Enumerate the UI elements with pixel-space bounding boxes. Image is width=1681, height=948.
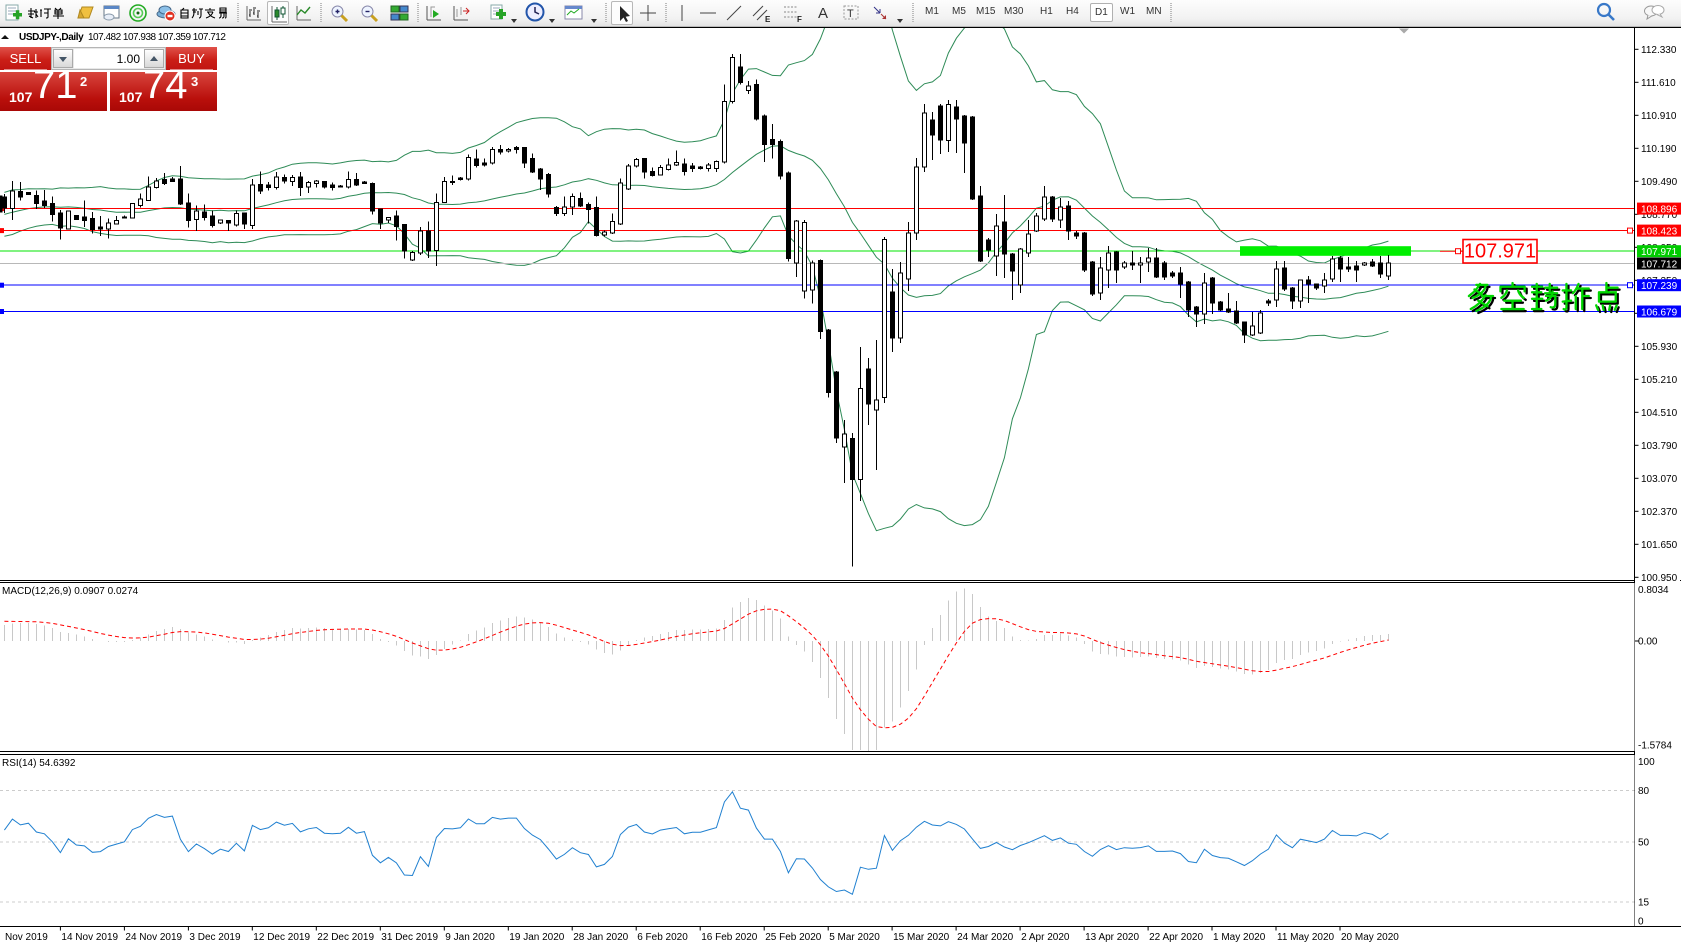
svg-text:31 Dec 2019: 31 Dec 2019 [381,932,438,943]
svg-text:15 Mar 2020: 15 Mar 2020 [893,932,950,943]
svg-text:108.423: 108.423 [1641,226,1678,237]
svg-text:15: 15 [1638,897,1650,908]
svg-text:RSI(14) 54.6392: RSI(14) 54.6392 [2,758,76,769]
svg-text:28 Jan 2020: 28 Jan 2020 [573,932,628,943]
svg-text:24 Nov 2019: 24 Nov 2019 [125,932,182,943]
svg-text:100: 100 [1638,757,1655,768]
svg-text:50: 50 [1638,837,1650,848]
svg-text:107.971: 107.971 [1464,241,1536,263]
svg-text:6 Feb 2020: 6 Feb 2020 [637,932,688,943]
svg-text:109.490: 109.490 [1641,177,1678,188]
svg-text:14 Nov 2019: 14 Nov 2019 [61,932,118,943]
svg-text:MACD(12,26,9) 0.0907 0.0274: MACD(12,26,9) 0.0907 0.0274 [2,586,139,597]
svg-text:107.712: 107.712 [1641,259,1678,270]
svg-text:101.650: 101.650 [1641,540,1678,551]
svg-text:9 Jan 2020: 9 Jan 2020 [445,932,495,943]
svg-text:105.930: 105.930 [1641,342,1678,353]
svg-text:F: F [797,15,802,24]
svg-text:108.770: 108.770 [1641,210,1678,221]
svg-text:111.610: 111.610 [1641,78,1676,89]
svg-text:E: E [765,15,771,24]
svg-text:0.8034: 0.8034 [1638,585,1669,596]
svg-text:A: A [818,5,828,22]
svg-text:112.330: 112.330 [1641,45,1677,56]
svg-text:T: T [847,8,854,20]
svg-text:22 Apr 2020: 22 Apr 2020 [1149,932,1203,943]
svg-text:0.00: 0.00 [1638,637,1658,648]
svg-text:-1.5784: -1.5784 [1638,741,1672,752]
svg-text:103.790: 103.790 [1641,441,1678,452]
svg-text:105.210: 105.210 [1641,375,1678,386]
svg-text:107.971: 107.971 [1641,247,1678,258]
svg-text:Nov 2019: Nov 2019 [5,932,48,943]
svg-text:24 Mar 2020: 24 Mar 2020 [957,932,1014,943]
svg-text:103.070: 103.070 [1641,474,1678,485]
svg-text:100.950: 100.950 [1641,573,1678,584]
svg-text:13 Apr 2020: 13 Apr 2020 [1085,932,1139,943]
svg-text:19 Jan 2020: 19 Jan 2020 [509,932,564,943]
svg-text:108.896: 108.896 [1641,204,1678,215]
svg-text:102.370: 102.370 [1641,507,1678,518]
svg-text:11 May 2020: 11 May 2020 [1277,932,1335,943]
svg-text:1 May 2020: 1 May 2020 [1213,932,1266,943]
svg-text:110.910: 110.910 [1641,111,1677,122]
svg-text:104.510: 104.510 [1641,408,1678,419]
svg-text:5 Mar 2020: 5 Mar 2020 [829,932,880,943]
svg-text:110.190: 110.190 [1641,144,1677,155]
svg-text:107.239: 107.239 [1641,281,1678,292]
svg-text:16 Feb 2020: 16 Feb 2020 [701,932,758,943]
svg-text:2 Apr 2020: 2 Apr 2020 [1021,932,1070,943]
svg-text:25 Feb 2020: 25 Feb 2020 [765,932,822,943]
svg-text:3 Dec 2019: 3 Dec 2019 [189,932,241,943]
svg-text:22 Dec 2019: 22 Dec 2019 [317,932,374,943]
svg-text:106.679: 106.679 [1641,307,1678,318]
svg-text:80: 80 [1638,786,1650,797]
svg-text:0: 0 [1638,917,1644,928]
svg-text:12 Dec 2019: 12 Dec 2019 [253,932,310,943]
svg-text:20 May 2020: 20 May 2020 [1341,932,1399,943]
